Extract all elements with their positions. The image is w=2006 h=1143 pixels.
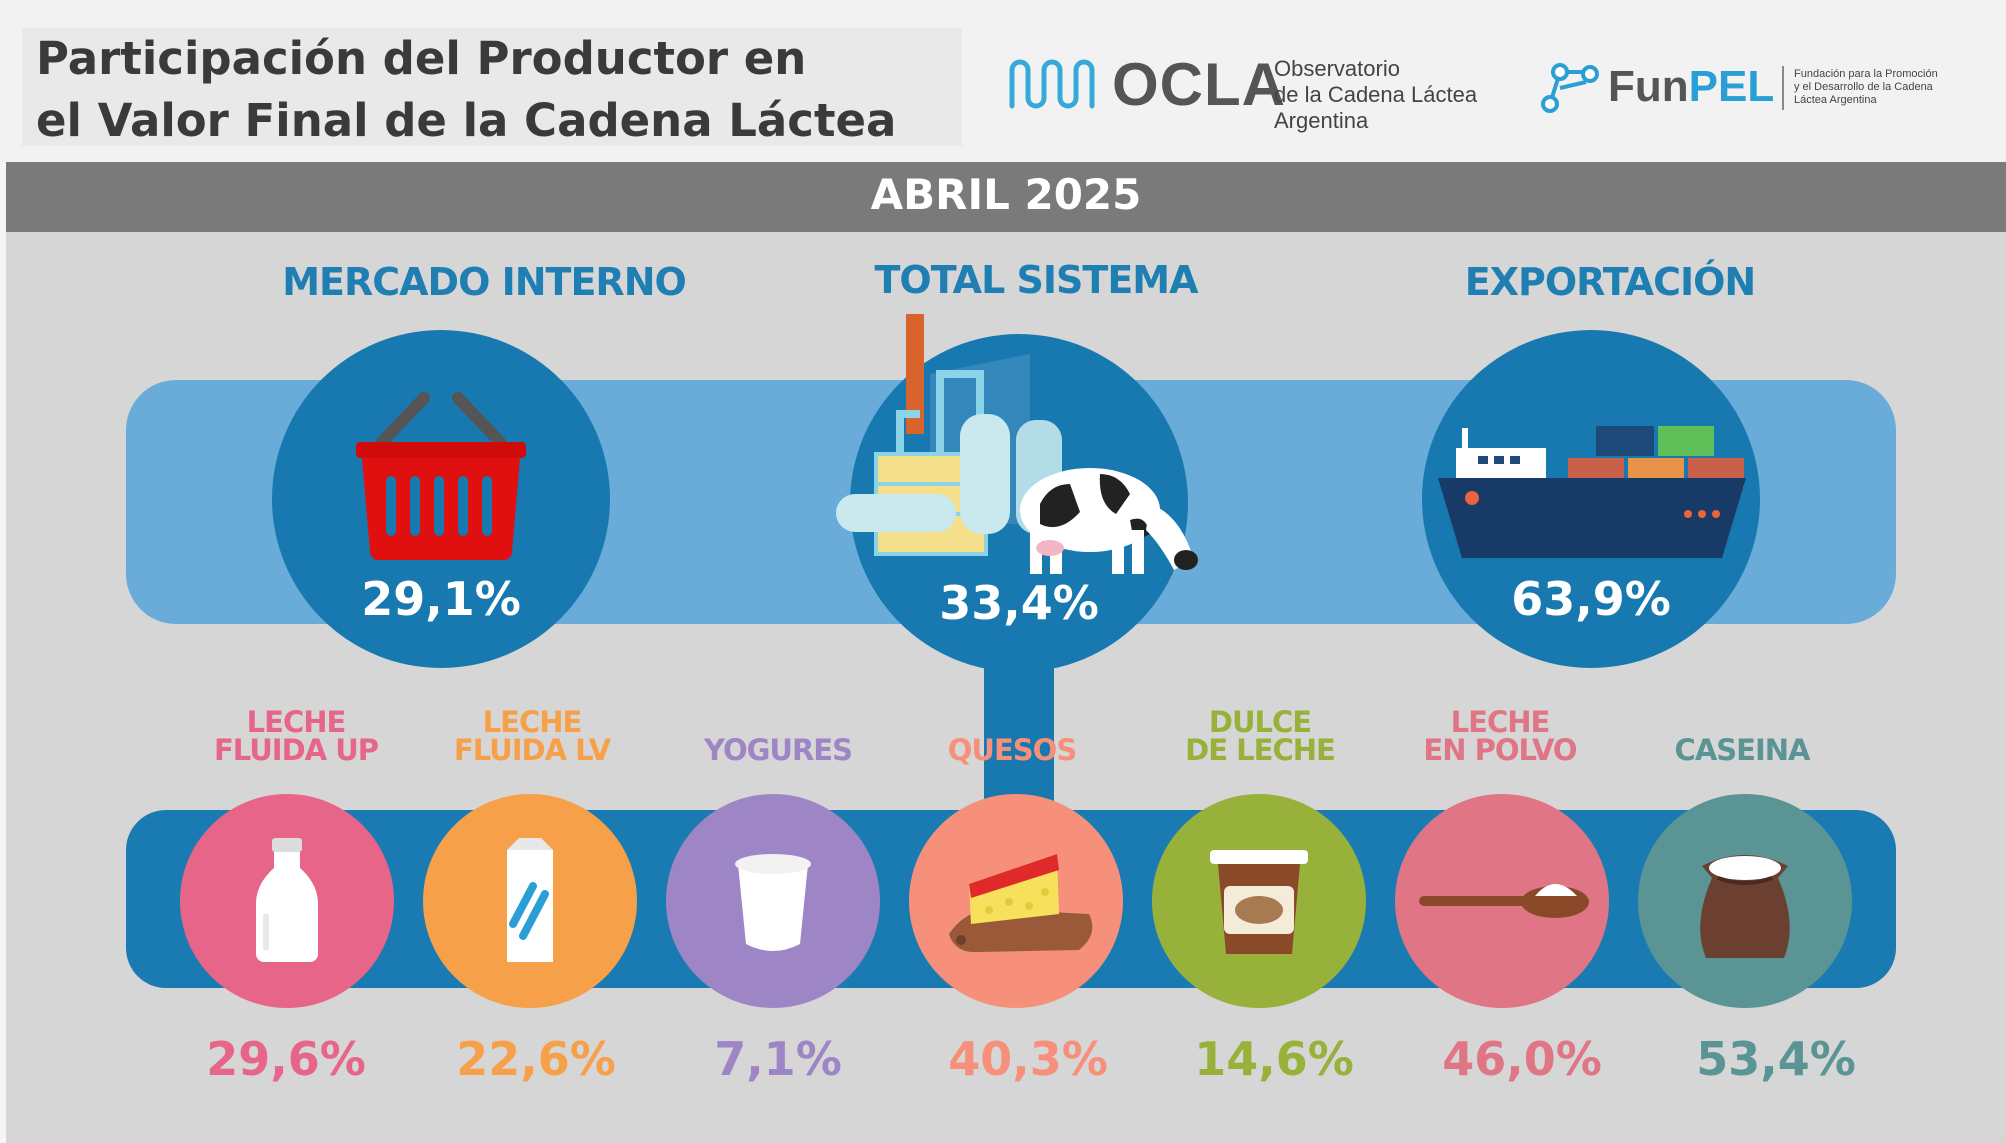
funpel-logo: FunPEL Fundación para la Promoción y el … bbox=[1538, 60, 1998, 120]
ocla-wave-icon bbox=[1009, 59, 1095, 109]
ocla-logo: OCLA Observatorio de la Cadena Láctea Ar… bbox=[1008, 51, 1488, 142]
funpel-wordmark: FunPEL bbox=[1608, 62, 1774, 112]
funpel-subtitle-3: Láctea Argentina bbox=[1794, 94, 1877, 106]
funpel-word-fun: Fun bbox=[1608, 62, 1689, 111]
milk-bottle-icon bbox=[256, 838, 318, 962]
category-label-leche-en-polvo: LECHE EN POLVO bbox=[1370, 705, 1630, 767]
category-pct-leche-fluida-up: 29,6% bbox=[206, 1032, 366, 1086]
category-circle-leche-fluida-lv bbox=[423, 794, 637, 1008]
yogurt-cup-icon bbox=[735, 854, 811, 951]
category-label-line1: DULCE bbox=[1208, 705, 1312, 739]
cheese-icon bbox=[949, 854, 1093, 953]
ocla-subtitle-2: de la Cadena Láctea bbox=[1274, 82, 1478, 107]
funpel-subtitle-2: y el Desarrollo de la Cadena bbox=[1794, 81, 1933, 93]
funpel-divider bbox=[1782, 66, 1784, 110]
total-sistema-pct: 33,4% bbox=[939, 576, 1099, 630]
total-sistema-circle: 33,4% bbox=[836, 314, 1198, 672]
category-pct-yogures: 7,1% bbox=[714, 1032, 842, 1086]
funpel-word-pel: PEL bbox=[1688, 62, 1775, 111]
category-label-line2: EN POLVO bbox=[1423, 733, 1577, 767]
ocla-subtitle-1: Observatorio bbox=[1274, 56, 1400, 81]
milk-carton-icon bbox=[507, 838, 553, 962]
category-label-line1: LECHE bbox=[1450, 705, 1551, 739]
category-label-caseina: CASEINA bbox=[1612, 733, 1872, 767]
date-label: ABRIL 2025 bbox=[870, 170, 1142, 219]
category-label-quesos: QUESOS bbox=[882, 733, 1142, 767]
category-circle-dulce-de-leche bbox=[1152, 794, 1366, 1008]
category-label-line2: YOGURES bbox=[704, 733, 853, 767]
category-label-dulce-de-leche: DULCE DE LECHE bbox=[1130, 705, 1390, 767]
mercado-interno-circle: 29,1% bbox=[272, 330, 610, 668]
page-title-line-2: el Valor Final de la Cadena Láctea bbox=[36, 94, 897, 147]
category-label-line2: FLUIDA UP bbox=[213, 733, 379, 767]
sack-icon bbox=[1700, 855, 1790, 958]
section-title-mercado-interno: MERCADO INTERNO bbox=[282, 260, 687, 304]
category-label-line2: CASEINA bbox=[1674, 733, 1811, 767]
cargo-ship-icon bbox=[1438, 426, 1746, 558]
category-pct-caseina: 53,4% bbox=[1696, 1032, 1856, 1086]
category-circle-caseina bbox=[1638, 794, 1852, 1008]
section-title-total-sistema: TOTAL SISTEMA bbox=[874, 258, 1198, 302]
category-label-line2: FLUIDA LV bbox=[453, 733, 611, 767]
category-circle-leche-fluida-up bbox=[180, 794, 394, 1008]
main-panel: MERCADO INTERNO TOTAL SISTEMA EXPORTACIÓ… bbox=[6, 232, 2006, 1143]
category-label-yogures: YOGURES bbox=[648, 733, 908, 767]
category-label-leche-fluida-lv: LECHE FLUIDA LV bbox=[402, 705, 662, 767]
category-label-line2: DE LECHE bbox=[1185, 733, 1336, 767]
header: Participación del Productor en el Valor … bbox=[0, 0, 2006, 162]
powder-spoon-icon bbox=[1419, 884, 1589, 918]
category-pct-leche-fluida-lv: 22,6% bbox=[456, 1032, 616, 1086]
category-circle-quesos bbox=[909, 794, 1123, 1008]
exportacion-pct: 63,9% bbox=[1511, 572, 1671, 626]
dairy-plant-cow-icon bbox=[836, 314, 1198, 574]
section-title-exportacion: EXPORTACIÓN bbox=[1464, 260, 1756, 304]
basket-icon bbox=[356, 392, 526, 560]
ocla-wordmark: OCLA bbox=[1112, 51, 1286, 118]
ocla-subtitle-3: Argentina bbox=[1274, 108, 1369, 133]
funpel-network-icon bbox=[1541, 63, 1599, 113]
category-circle-leche-en-polvo bbox=[1395, 794, 1609, 1008]
page-title-line-1: Participación del Productor en bbox=[36, 32, 807, 85]
exportacion-circle: 63,9% bbox=[1422, 330, 1760, 668]
category-label-leche-fluida-up: LECHE FLUIDA UP bbox=[166, 705, 426, 767]
dulce-jar-icon bbox=[1210, 850, 1308, 954]
category-label-line1: LECHE bbox=[246, 705, 347, 739]
category-circle-yogures bbox=[666, 794, 880, 1008]
category-pct-leche-en-polvo: 46,0% bbox=[1442, 1032, 1602, 1086]
funpel-subtitle-1: Fundación para la Promoción bbox=[1794, 68, 1938, 80]
mercado-interno-pct: 29,1% bbox=[361, 572, 521, 626]
date-bar: ABRIL 2025 bbox=[6, 162, 2006, 232]
category-pct-dulce-de-leche: 14,6% bbox=[1194, 1032, 1354, 1086]
title-box: Participación del Productor en el Valor … bbox=[22, 28, 962, 147]
category-label-line1: LECHE bbox=[482, 705, 583, 739]
category-label-line2: QUESOS bbox=[947, 733, 1077, 767]
category-pct-quesos: 40,3% bbox=[948, 1032, 1108, 1086]
